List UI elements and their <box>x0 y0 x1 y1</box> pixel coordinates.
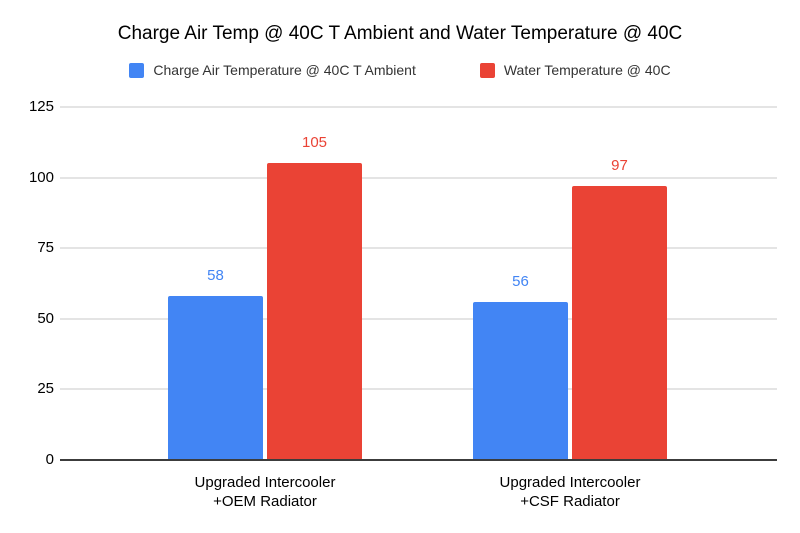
legend-label: Charge Air Temperature @ 40C T Ambient <box>153 62 416 78</box>
y-axis-tick-label: 0 <box>45 451 54 468</box>
chart-title: Charge Air Temp @ 40C T Ambient and Wate… <box>117 23 683 44</box>
x-axis-category-line: Upgraded Intercooler <box>499 474 641 491</box>
y-axis-labels: 0 25 50 75 100 125 <box>0 98 54 468</box>
x-axis-category-line: Upgraded Intercooler <box>194 474 336 491</box>
y-axis-tick-label: 50 <box>37 309 54 327</box>
chart-legend: Charge Air Temperature @ 40C T Ambient Wa… <box>0 60 800 80</box>
y-axis-tick-label: 100 <box>28 168 54 186</box>
y-axis-tick-label: 125 <box>28 98 54 115</box>
bar-value-label: 105 <box>301 134 328 152</box>
x-axis-category-line: +CSF Radiator <box>520 493 620 510</box>
gridline <box>60 317 777 320</box>
plot-area: 58 105 56 97 <box>60 106 777 461</box>
gridline <box>60 106 777 108</box>
x-axis-labels: Upgraded Intercooler +OEM Radiator Upgrade… <box>60 473 777 517</box>
legend-swatch-icon <box>129 62 145 78</box>
legend-label: Water Temperature @ 40C <box>503 62 671 78</box>
bar <box>168 296 263 460</box>
gridline <box>60 388 777 391</box>
bar <box>473 301 568 460</box>
x-axis-category-label: Upgraded Intercooler +CSF Radiator <box>420 473 720 511</box>
legend-item: Charge Air Temperature @ 40C T Ambient <box>129 62 416 78</box>
gridline <box>60 176 777 179</box>
bar <box>572 186 667 460</box>
legend-swatch-icon <box>479 62 495 78</box>
bar-value-label: 56 <box>512 272 529 290</box>
y-axis-tick-label: 25 <box>37 380 54 398</box>
x-axis-category-label: Upgraded Intercooler +OEM Radiator <box>115 473 415 511</box>
gridline <box>60 247 777 250</box>
legend-item: Water Temperature @ 40C <box>479 62 671 78</box>
x-axis-category-line: +OEM Radiator <box>213 493 317 510</box>
bar-value-label: 58 <box>207 267 224 285</box>
bar-value-label: 97 <box>611 157 628 175</box>
y-axis-tick-label: 75 <box>37 239 54 257</box>
x-axis-baseline <box>60 459 777 461</box>
bar <box>267 163 362 460</box>
